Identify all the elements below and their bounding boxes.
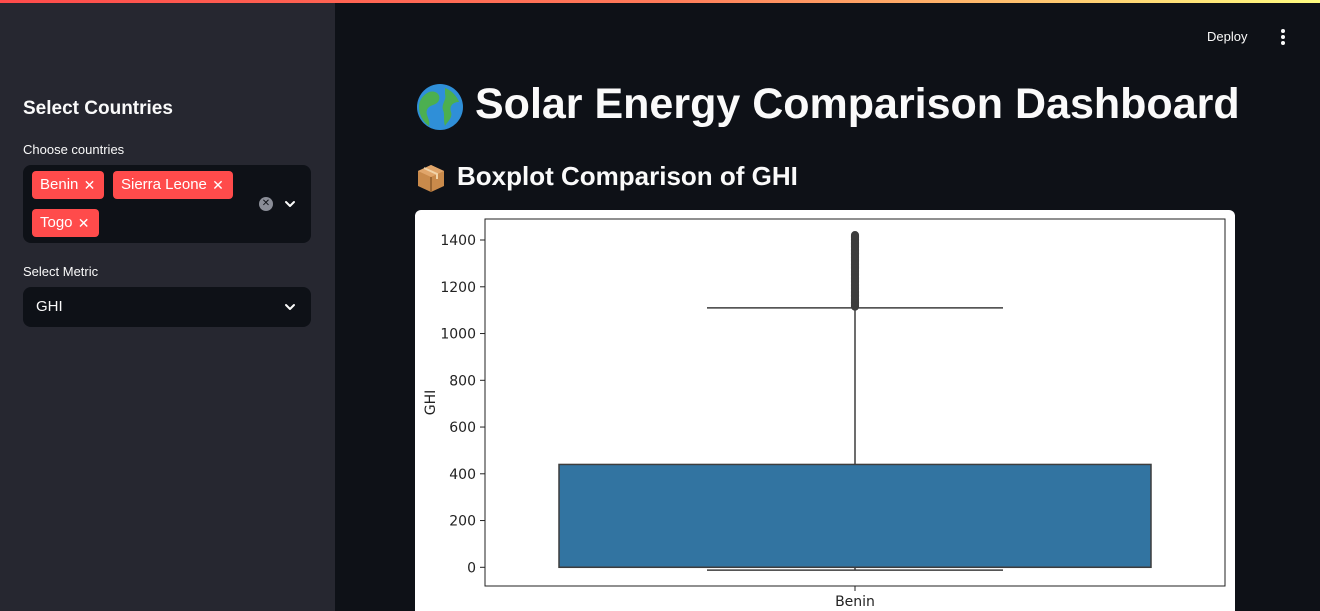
metric-label: Select Metric [23,264,99,279]
tag-label: Sierra Leone [121,176,207,193]
y-tick-label: 1400 [440,233,476,249]
y-tick-label: 1200 [440,280,476,296]
y-axis-label: GHI [423,390,439,416]
metric-select-value: GHI [36,298,63,315]
chevron-down-icon[interactable] [283,300,297,314]
remove-tag-icon[interactable]: ✕ [83,177,96,193]
section-subtitle-text: Boxplot Comparison of GHI [457,161,798,191]
countries-multiselect[interactable]: Benin ✕ Sierra Leone ✕ Togo ✕ ✕ [23,165,311,243]
globe-icon [417,83,463,130]
package-icon [418,165,444,193]
box-body [558,463,1152,569]
section-subtitle: Boxplot Comparison of GHI [415,161,798,194]
chevron-down-icon[interactable] [283,197,297,211]
y-tick-label: 400 [449,467,476,483]
kebab-menu-icon[interactable] [1276,29,1290,47]
countries-label: Choose countries [23,142,125,157]
deploy-button[interactable]: Deploy [1207,29,1248,44]
clear-all-icon[interactable]: ✕ [259,197,273,211]
sidebar: Select Countries Choose countries Benin … [0,0,335,611]
tag-country[interactable]: Benin ✕ [32,171,105,199]
tag-label: Benin [40,176,79,193]
y-tick-label: 0 [467,560,476,576]
outlier-point [850,231,860,240]
x-tick-label: Benin [835,594,875,610]
y-tick-label: 800 [449,373,476,389]
metric-select[interactable]: GHI [23,287,311,327]
remove-tag-icon[interactable]: ✕ [77,215,90,231]
boxplot-chart: 0 200 400 600 800 1000 1200 1400 GHI Benin [415,210,1235,611]
page-title-text: Solar Energy Comparison Dashboard [475,80,1240,128]
y-tick-label: 1000 [440,327,476,343]
remove-tag-icon[interactable]: ✕ [212,177,224,193]
tag-country[interactable]: Togo ✕ [32,209,99,237]
boxplot-svg: 0 200 400 600 800 1000 1200 1400 GHI Benin [423,218,1226,610]
tag-country[interactable]: Sierra Leone ✕ [113,171,233,199]
tag-label: Togo [40,214,73,231]
y-tick-label: 200 [449,514,476,530]
y-tick-label: 600 [449,420,476,436]
page-title: Solar Energy Comparison Dashboard [415,80,1240,132]
sidebar-heading: Select Countries [23,98,173,119]
top-decoration-bar [0,0,1320,3]
